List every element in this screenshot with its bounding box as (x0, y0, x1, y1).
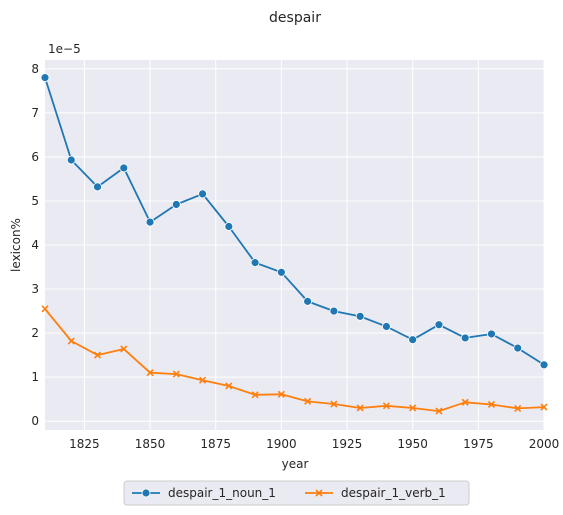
data-point (409, 404, 417, 412)
y-tick-label: 6 (31, 150, 39, 164)
x-tick-label: 1875 (200, 437, 231, 451)
x-tick-label: 1950 (397, 437, 428, 451)
data-point (408, 335, 418, 345)
y-axis-label: lexicon% (9, 218, 23, 272)
data-point (303, 296, 313, 306)
y-tick-labels: 0 1 2 3 4 5 6 7 8 (31, 62, 39, 428)
grid-lines (45, 60, 545, 430)
data-point (304, 397, 312, 405)
data-point (382, 322, 391, 331)
x-axis-label: year (282, 457, 309, 471)
data-point (171, 200, 181, 209)
data-point (276, 267, 286, 277)
data-point (540, 403, 548, 411)
data-point (251, 391, 259, 399)
data-point (67, 337, 75, 345)
legend-label: despair_1_noun_1 (168, 486, 276, 500)
data-point (224, 222, 234, 231)
y-tick-label: 7 (31, 106, 39, 120)
data-point (487, 329, 496, 339)
data-point (487, 400, 496, 409)
data-point (435, 407, 443, 415)
legend-label: despair_1_verb_1 (341, 486, 446, 500)
series-line (44, 77, 545, 366)
data-point (460, 333, 470, 343)
legend: despair_1_noun_1 despair_1_verb_1 (123, 480, 470, 506)
data-point (40, 73, 50, 83)
x-tick-labels: 1825 1850 1875 1900 1925 1950 1975 2000 (69, 437, 559, 451)
y-tick-label: 2 (31, 326, 39, 340)
legend-box (123, 480, 470, 506)
legend-marker (141, 488, 151, 498)
data-point (250, 258, 260, 268)
y-tick-label: 0 (31, 414, 39, 428)
data-point (93, 351, 102, 359)
data-point (41, 305, 49, 313)
data-point (461, 398, 469, 406)
data-point (514, 404, 522, 412)
legend-items: despair_1_noun_1 despair_1_verb_1 (132, 486, 446, 500)
data-point (434, 320, 444, 330)
x-tick-label: 2000 (529, 437, 560, 451)
data-point (225, 382, 233, 390)
chart-title: despair (269, 10, 321, 26)
data-point (330, 400, 338, 408)
y-tick-label: 8 (31, 62, 39, 76)
x-tick-label: 1850 (135, 437, 166, 451)
series-layer (40, 73, 549, 415)
legend-marker (315, 489, 323, 497)
data-point (146, 369, 154, 377)
data-point (119, 163, 129, 173)
data-point (66, 155, 76, 165)
data-point (539, 360, 549, 370)
data-point (145, 217, 155, 227)
data-point (382, 402, 390, 410)
legend-item: despair_1_verb_1 (305, 486, 446, 500)
y-tick-label: 4 (31, 238, 39, 252)
data-point (93, 182, 102, 192)
data-point (198, 189, 207, 199)
y-tick-label: 3 (31, 282, 39, 296)
data-point (329, 306, 339, 316)
series-despair_1_verb_1 (41, 305, 548, 415)
legend-item: despair_1_noun_1 (132, 486, 276, 500)
data-point (513, 343, 523, 353)
y-tick-label: 1 (31, 370, 39, 384)
y-tick-label: 5 (31, 194, 39, 208)
series-despair_1_noun_1 (40, 73, 549, 370)
y-offset-label: 1e−5 (48, 42, 81, 56)
x-tick-label: 1925 (332, 437, 363, 451)
data-point (356, 404, 364, 412)
data-point (199, 376, 207, 384)
data-point (120, 345, 128, 353)
x-tick-label: 1825 (69, 437, 100, 451)
data-point (355, 311, 365, 321)
data-point (277, 390, 285, 398)
x-tick-label: 1975 (463, 437, 494, 451)
data-point (172, 370, 180, 378)
x-tick-label: 1900 (266, 437, 297, 451)
series-line (44, 308, 545, 413)
